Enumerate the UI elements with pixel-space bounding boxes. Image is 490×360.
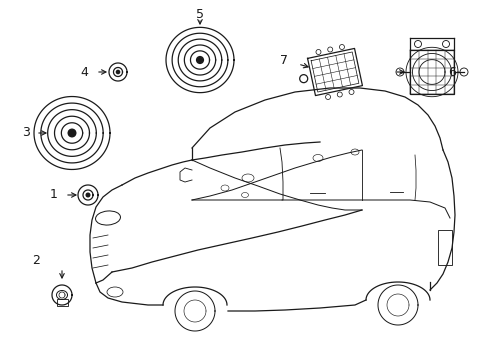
Bar: [410, 50, 454, 94]
Text: 3: 3: [22, 126, 30, 139]
Text: 5: 5: [196, 8, 204, 21]
Text: 4: 4: [80, 66, 88, 78]
Circle shape: [68, 129, 76, 137]
Text: 2: 2: [32, 253, 40, 266]
Bar: [438, 230, 452, 265]
Text: 7: 7: [280, 54, 288, 67]
Bar: [56, 299, 68, 306]
Text: 1: 1: [50, 189, 58, 202]
Circle shape: [86, 193, 90, 197]
Text: 6: 6: [448, 66, 456, 78]
Circle shape: [117, 71, 120, 74]
Circle shape: [196, 57, 203, 63]
